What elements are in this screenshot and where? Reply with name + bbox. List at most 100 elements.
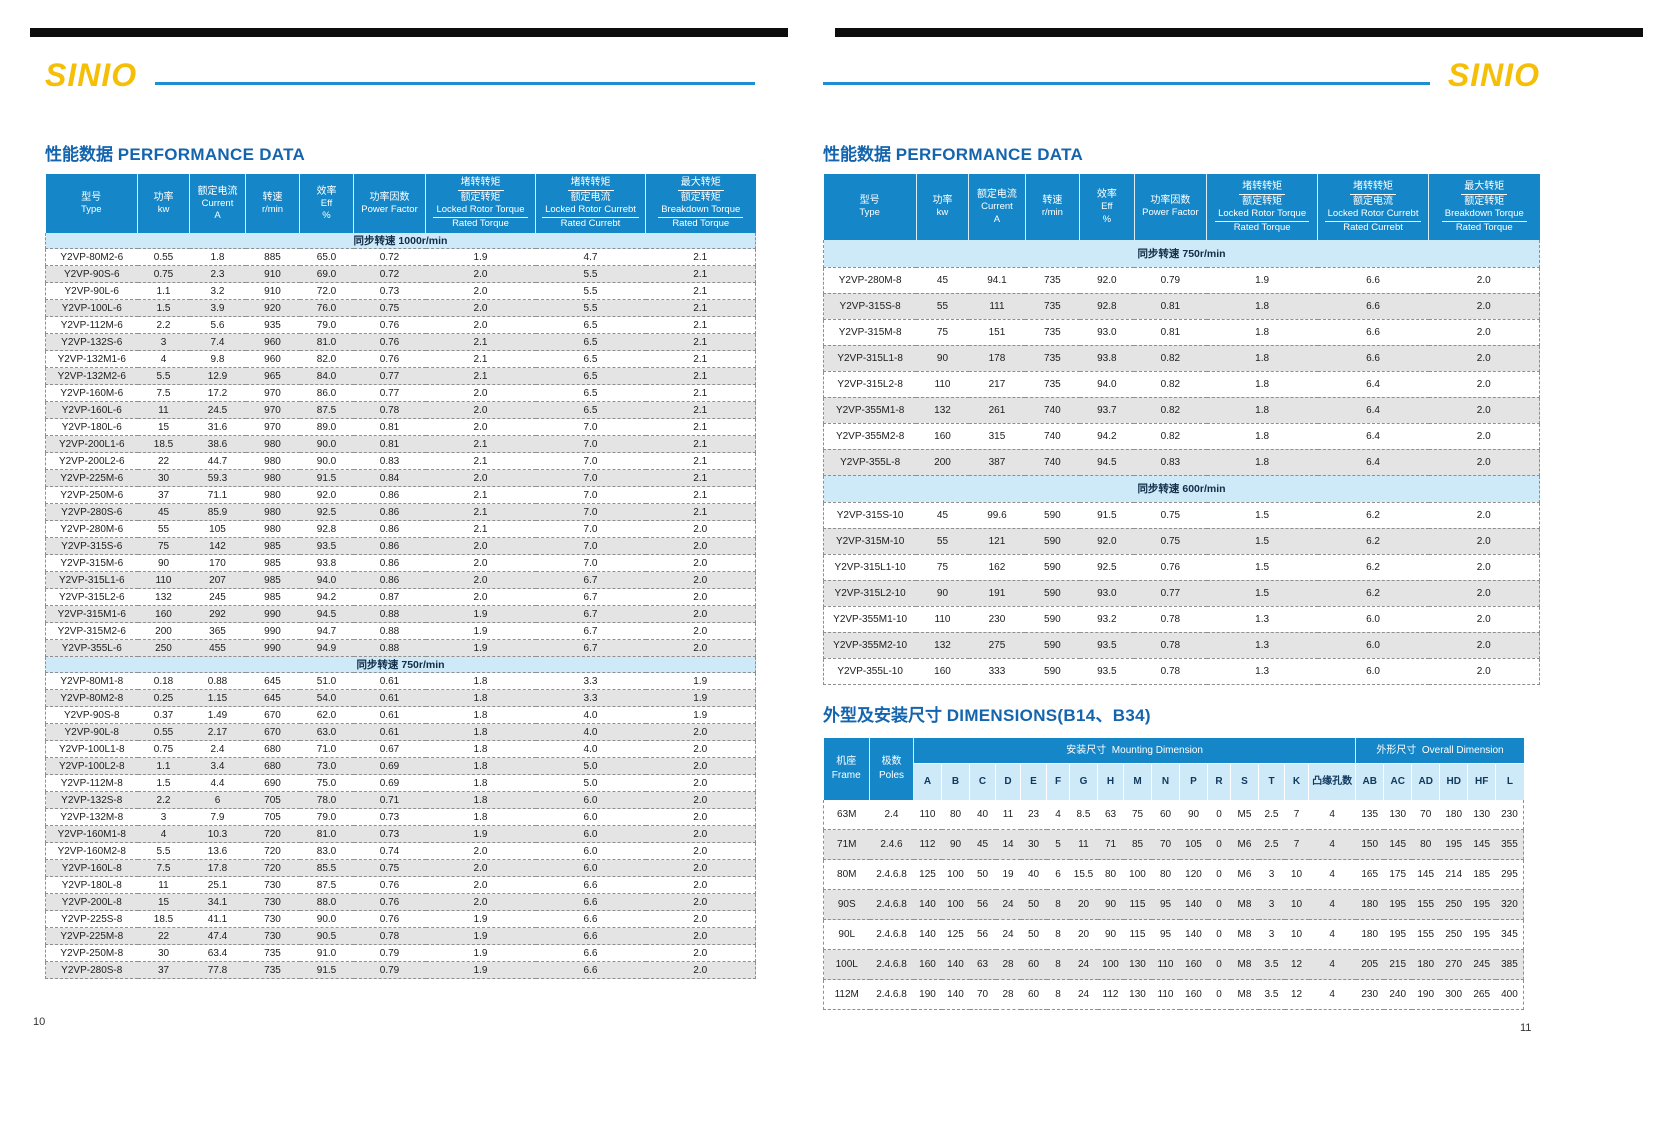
cell: 10 bbox=[1284, 859, 1309, 890]
cell: 130 bbox=[1123, 949, 1152, 980]
cell: 65.0 bbox=[299, 248, 354, 267]
table-row: Y2VP-160L-8 7.5 17.8 720 85.5 0.75 2.0 6.0 2.0 bbox=[45, 859, 756, 878]
cell: 100 bbox=[941, 859, 970, 890]
cell: 2.0 bbox=[645, 605, 756, 624]
cell: 1.8 bbox=[425, 689, 536, 708]
cell: Y2VP-90L-6 bbox=[45, 282, 138, 301]
cell: 0.78 bbox=[1134, 606, 1207, 633]
cell: 90 bbox=[916, 345, 969, 372]
dim-col-header: 凸缘孔数 bbox=[1308, 763, 1357, 800]
cell: 7.0 bbox=[535, 486, 646, 505]
table-row: Y2VP-355M1-8 132 261 740 93.7 0.82 1.8 6.4 2.0 bbox=[823, 397, 1540, 424]
cell: 2.0 bbox=[1428, 449, 1540, 476]
cell: 2.0 bbox=[1428, 580, 1540, 607]
cell: 92.5 bbox=[1079, 554, 1135, 581]
cell: 2.1 bbox=[645, 282, 756, 301]
table-row: Y2VP-315L1-8 90 178 735 93.8 0.82 1.8 6.6 2.0 bbox=[823, 345, 1540, 372]
cell: Y2VP-225M-8 bbox=[45, 927, 138, 946]
cell: M8 bbox=[1230, 919, 1259, 950]
dim-col-header: L bbox=[1495, 763, 1524, 800]
cell: 590 bbox=[1025, 528, 1080, 555]
cell: 6.5 bbox=[535, 333, 646, 352]
cell: 735 bbox=[1025, 319, 1080, 346]
cell: 162 bbox=[968, 554, 1026, 581]
cell: 3.3 bbox=[535, 672, 646, 691]
table-row: Y2VP-225S-8 18.5 41.1 730 90.0 0.76 1.9 6.6 2.0 bbox=[45, 910, 756, 929]
cell: 95 bbox=[1151, 919, 1180, 950]
cell: 985 bbox=[245, 571, 300, 590]
table-row: Y2VP-90L-8 0.55 2.17 670 63.0 0.61 1.8 4.0 2.0 bbox=[45, 723, 756, 742]
cell: 55 bbox=[916, 293, 969, 320]
cell: 2.0 bbox=[645, 537, 756, 556]
cell: 7.5 bbox=[137, 859, 190, 878]
cell: 3 bbox=[1258, 919, 1285, 950]
cell: 4 bbox=[1308, 829, 1356, 860]
cell: 2.1 bbox=[645, 401, 756, 420]
cell: 170 bbox=[189, 554, 246, 573]
table-row: Y2VP-355M2-8 160 315 740 94.2 0.82 1.8 6.4 2.0 bbox=[823, 423, 1540, 450]
title-en: PERFORMANCE DATA bbox=[895, 145, 1084, 164]
cell: 2.1 bbox=[645, 452, 756, 471]
cell: 0.77 bbox=[353, 384, 426, 403]
cell: 320 bbox=[1495, 889, 1525, 920]
cell: 83.0 bbox=[299, 842, 354, 861]
cell: 94.2 bbox=[1079, 423, 1135, 450]
cell: 4 bbox=[1308, 859, 1356, 890]
cell: Y2VP-90L-8 bbox=[45, 723, 138, 742]
table-row: Y2VP-80M2-8 0.25 1.15 645 54.0 0.61 1.8 3.3 1.9 bbox=[45, 689, 756, 708]
cell: 93.7 bbox=[1079, 397, 1135, 424]
cell: 990 bbox=[245, 622, 300, 641]
cell: 2.0 bbox=[645, 554, 756, 573]
cell: 7.0 bbox=[535, 418, 646, 437]
cell: 1.8 bbox=[425, 723, 536, 742]
cell: 0.81 bbox=[1134, 293, 1207, 320]
cell: Y2VP-315M2-6 bbox=[45, 622, 138, 641]
cell: 2.0 bbox=[425, 384, 536, 403]
table-row: Y2VP-355M1-10 110 230 590 93.2 0.78 1.3 6.0 2.0 bbox=[823, 606, 1540, 633]
table-row: Y2VP-132M-8 3 7.9 705 79.0 0.73 1.8 6.0 2.0 bbox=[45, 808, 756, 827]
cell: 910 bbox=[245, 282, 300, 301]
cell: 985 bbox=[245, 537, 300, 556]
dim-col-header: F bbox=[1046, 763, 1070, 800]
cell: 3.5 bbox=[1258, 979, 1285, 1010]
cell: 270 bbox=[1439, 949, 1468, 980]
cell: 120 bbox=[1179, 859, 1208, 890]
table-row: Y2VP-315M-10 55 121 590 92.0 0.75 1.5 6.2 2.0 bbox=[823, 528, 1540, 555]
cell: 1.9 bbox=[1206, 267, 1318, 294]
cell: 0.73 bbox=[353, 808, 426, 827]
cell: 970 bbox=[245, 418, 300, 437]
cell: 6.5 bbox=[535, 316, 646, 335]
cell: 0.61 bbox=[353, 723, 426, 742]
cell: 160 bbox=[916, 658, 969, 685]
cell: 132 bbox=[137, 588, 190, 607]
cell: 195 bbox=[1383, 919, 1412, 950]
cell: 0.77 bbox=[1134, 580, 1207, 607]
dim-col-header: D bbox=[995, 763, 1021, 800]
cell: 6.0 bbox=[535, 842, 646, 861]
dim-col-header: HF bbox=[1467, 763, 1497, 800]
cell: 2.1 bbox=[425, 520, 536, 539]
brand-rule bbox=[155, 81, 755, 85]
cell: 50 bbox=[1020, 889, 1047, 920]
cell: 130 bbox=[1383, 799, 1412, 830]
cell: 85.5 bbox=[299, 859, 354, 878]
cell: 2.1 bbox=[645, 350, 756, 369]
cell: 20 bbox=[1069, 919, 1098, 950]
cell: 15 bbox=[137, 418, 190, 437]
cell: 0 bbox=[1207, 889, 1231, 920]
cell: 100 bbox=[941, 889, 970, 920]
cell: 100 bbox=[1097, 949, 1124, 980]
cell: 69.0 bbox=[299, 265, 354, 284]
cell: 2.0 bbox=[1428, 554, 1540, 581]
cell: 6.6 bbox=[1317, 293, 1429, 320]
cell: 2.1 bbox=[645, 503, 756, 522]
cell: 2.4 bbox=[189, 740, 246, 759]
cell: 2.0 bbox=[425, 588, 536, 607]
cell: 2.0 bbox=[1428, 658, 1540, 685]
cell: 8 bbox=[1046, 949, 1070, 980]
cell: 160 bbox=[1179, 949, 1208, 980]
cell: 93.0 bbox=[1079, 319, 1135, 346]
cell: 94.5 bbox=[299, 605, 354, 624]
cell: 6.7 bbox=[535, 639, 646, 658]
cell: 75 bbox=[1123, 799, 1152, 830]
